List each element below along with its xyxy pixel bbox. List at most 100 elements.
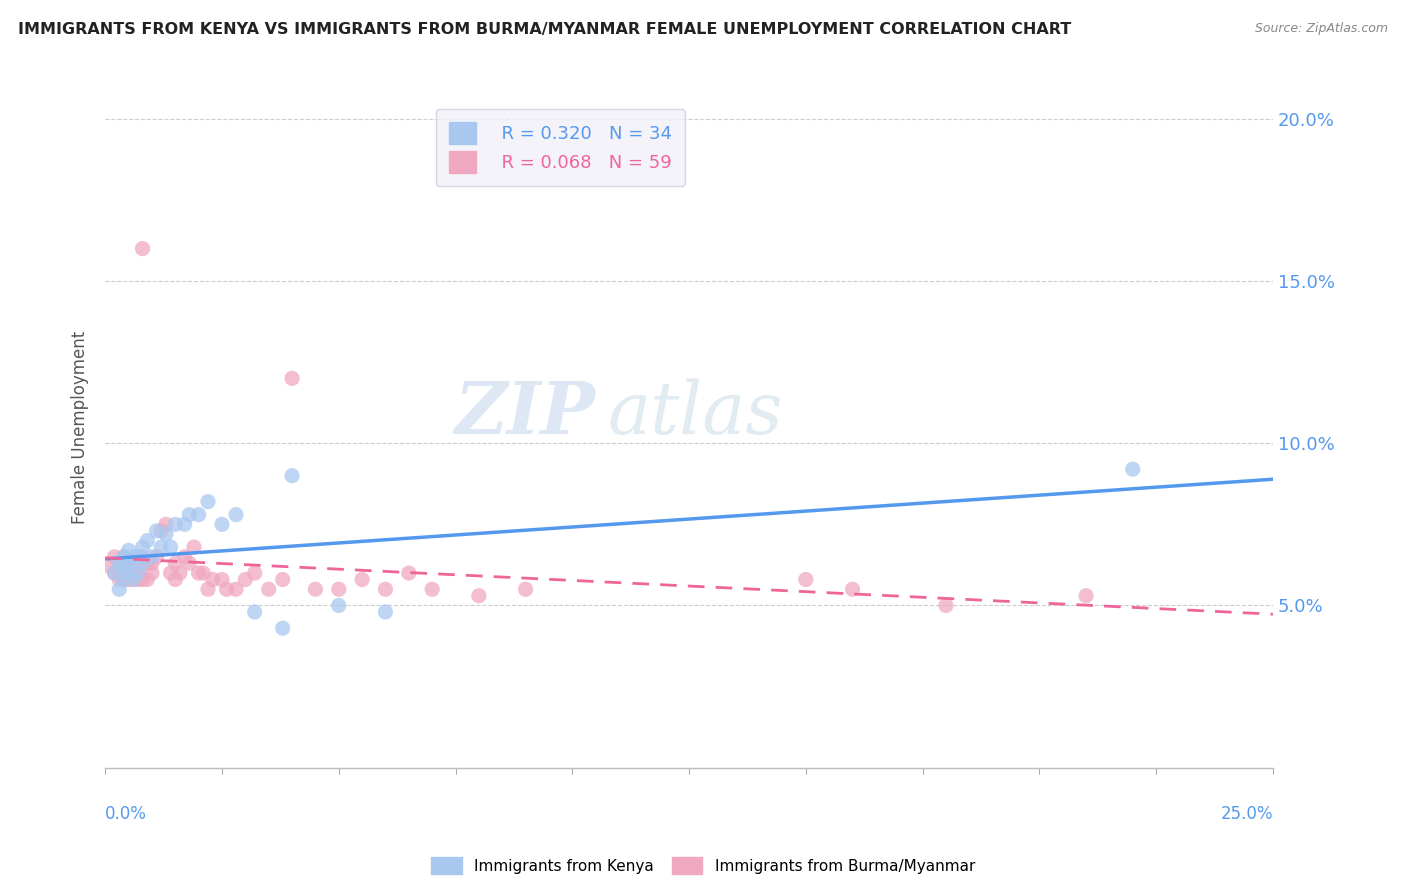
Point <box>150 524 173 538</box>
Point <box>122 557 145 571</box>
Point <box>117 573 139 587</box>
Point <box>127 573 149 587</box>
Point <box>374 582 396 597</box>
Point <box>103 549 125 564</box>
Point <box>117 566 139 580</box>
Point <box>108 557 131 571</box>
Point <box>328 582 350 597</box>
Point <box>257 582 280 597</box>
Point <box>352 573 374 587</box>
Point <box>187 566 209 580</box>
Point <box>127 566 149 580</box>
Point <box>243 566 266 580</box>
Point <box>117 543 139 558</box>
Point <box>136 557 159 571</box>
Point <box>108 582 131 597</box>
Point <box>136 573 159 587</box>
Point <box>108 573 131 587</box>
Point <box>131 557 153 571</box>
Point <box>122 566 145 580</box>
Point <box>794 573 817 587</box>
Point <box>127 557 149 571</box>
Point <box>150 540 173 554</box>
Point <box>122 573 145 587</box>
Text: 25.0%: 25.0% <box>1220 805 1272 823</box>
Point <box>141 557 163 571</box>
Point <box>159 540 181 554</box>
Text: atlas: atlas <box>607 378 783 449</box>
Point <box>98 559 121 574</box>
Point <box>243 605 266 619</box>
Point <box>122 549 145 564</box>
Point <box>141 549 163 564</box>
Legend: Immigrants from Kenya, Immigrants from Burma/Myanmar: Immigrants from Kenya, Immigrants from B… <box>425 851 981 880</box>
Legend:   R = 0.320   N = 34,   R = 0.068   N = 59: R = 0.320 N = 34, R = 0.068 N = 59 <box>436 109 685 186</box>
Point <box>112 559 135 574</box>
Point <box>131 242 153 256</box>
Point <box>183 540 205 554</box>
Point <box>131 573 153 587</box>
Point <box>131 549 153 564</box>
Point <box>281 371 304 385</box>
Point <box>141 566 163 580</box>
Point <box>179 508 201 522</box>
Point <box>197 494 219 508</box>
Point <box>935 599 957 613</box>
Point <box>117 566 139 580</box>
Point <box>112 573 135 587</box>
Point <box>225 582 247 597</box>
Text: Source: ZipAtlas.com: Source: ZipAtlas.com <box>1254 22 1388 36</box>
Point <box>108 566 131 580</box>
Point <box>112 573 135 587</box>
Point <box>197 582 219 597</box>
Point <box>211 517 233 532</box>
Point <box>271 573 294 587</box>
Text: IMMIGRANTS FROM KENYA VS IMMIGRANTS FROM BURMA/MYANMAR FEMALE UNEMPLOYMENT CORRE: IMMIGRANTS FROM KENYA VS IMMIGRANTS FROM… <box>18 22 1071 37</box>
Point <box>1122 462 1144 476</box>
Point <box>304 582 326 597</box>
Point <box>108 557 131 571</box>
Point <box>211 573 233 587</box>
Point <box>127 549 149 564</box>
Point <box>131 540 153 554</box>
Point <box>374 605 396 619</box>
Text: ZIP: ZIP <box>454 378 596 449</box>
Point <box>179 557 201 571</box>
Text: 0.0%: 0.0% <box>105 805 148 823</box>
Point <box>468 589 491 603</box>
Point <box>225 508 247 522</box>
Point <box>173 517 195 532</box>
Point <box>136 533 159 548</box>
Point <box>165 517 187 532</box>
Point <box>145 524 167 538</box>
Point <box>420 582 443 597</box>
Point <box>145 549 167 564</box>
Point <box>155 517 177 532</box>
Point <box>169 566 191 580</box>
Point <box>117 557 139 571</box>
Point <box>103 566 125 580</box>
Y-axis label: Female Unemployment: Female Unemployment <box>72 330 89 524</box>
Point <box>112 549 135 564</box>
Point <box>155 527 177 541</box>
Point <box>112 559 135 574</box>
Point <box>215 582 238 597</box>
Point <box>103 566 125 580</box>
Point <box>515 582 537 597</box>
Point <box>201 573 224 587</box>
Point <box>1074 589 1097 603</box>
Point <box>187 508 209 522</box>
Point <box>271 621 294 635</box>
Point <box>165 573 187 587</box>
Point <box>173 549 195 564</box>
Point <box>159 566 181 580</box>
Point <box>193 566 215 580</box>
Point <box>328 599 350 613</box>
Point <box>281 468 304 483</box>
Point <box>117 557 139 571</box>
Point <box>112 549 135 564</box>
Point <box>233 573 256 587</box>
Point <box>165 557 187 571</box>
Point <box>127 566 149 580</box>
Point <box>841 582 863 597</box>
